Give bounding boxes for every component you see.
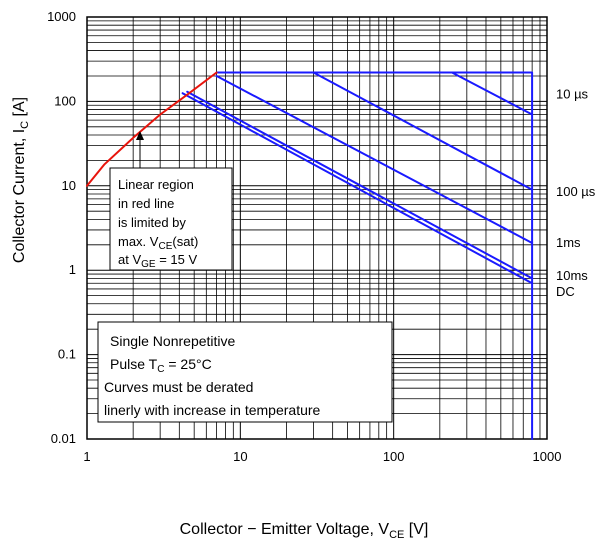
- arrow-head-icon: [136, 131, 144, 140]
- x-tick-label: 1: [83, 449, 90, 464]
- y-axis-title: Collector Current, IC [A]: [11, 97, 31, 263]
- annotation-line: Pulse TC = 25°C: [110, 356, 212, 375]
- y-tick-label: 1000: [47, 9, 76, 24]
- series-label: 1ms: [556, 235, 581, 250]
- series-line: [215, 71, 534, 440]
- x-tick-label: 1000: [533, 449, 562, 464]
- annotation-line: Single Nonrepetitive: [110, 333, 236, 349]
- series-label: 10 µs: [556, 87, 589, 102]
- y-tick-label: 10: [62, 178, 76, 193]
- series-label: 100 µs: [556, 184, 596, 199]
- y-tick-label: 100: [54, 93, 76, 108]
- series-line: [451, 71, 534, 116]
- x-tick-label: 100: [383, 449, 405, 464]
- series-line: [215, 75, 534, 244]
- annotation-line: is limited by: [118, 215, 186, 230]
- linear-region-annotation: Linear region in red line is limited by …: [109, 131, 233, 271]
- y-tick-labels: 0.01 0.1 1 10 100 1000: [47, 9, 76, 446]
- x-tick-label: 10: [233, 449, 247, 464]
- plot-frame: [86, 16, 548, 440]
- y-tick-label: 0.1: [58, 347, 76, 362]
- x-tick-labels: 1 10 100 1000: [83, 449, 561, 464]
- annotation-line: Linear region: [118, 177, 194, 192]
- series-label: 10ms: [556, 268, 588, 283]
- annotation-line: in red line: [118, 196, 174, 211]
- annotation-line: at VGE = 15 V: [118, 252, 197, 270]
- annotation-line: linerly with increase in temperature: [104, 402, 321, 418]
- series-line: [312, 71, 534, 191]
- annotation-line: Curves must be derated: [104, 379, 253, 395]
- series-label: DC: [556, 284, 575, 299]
- x-axis-title: Collector − Emitter Voltage, VCE [V]: [180, 521, 429, 541]
- annotation-line: max. VCE(sat): [118, 234, 198, 252]
- series-line: [181, 92, 534, 285]
- series-line: [86, 71, 218, 187]
- y-tick-label: 0.01: [51, 431, 76, 446]
- y-tick-label: 1: [69, 262, 76, 277]
- series-layer: [86, 71, 534, 440]
- pulse-annotation: Single Nonrepetitive Pulse TC = 25°C Cur…: [97, 321, 393, 423]
- series-line: [186, 90, 534, 280]
